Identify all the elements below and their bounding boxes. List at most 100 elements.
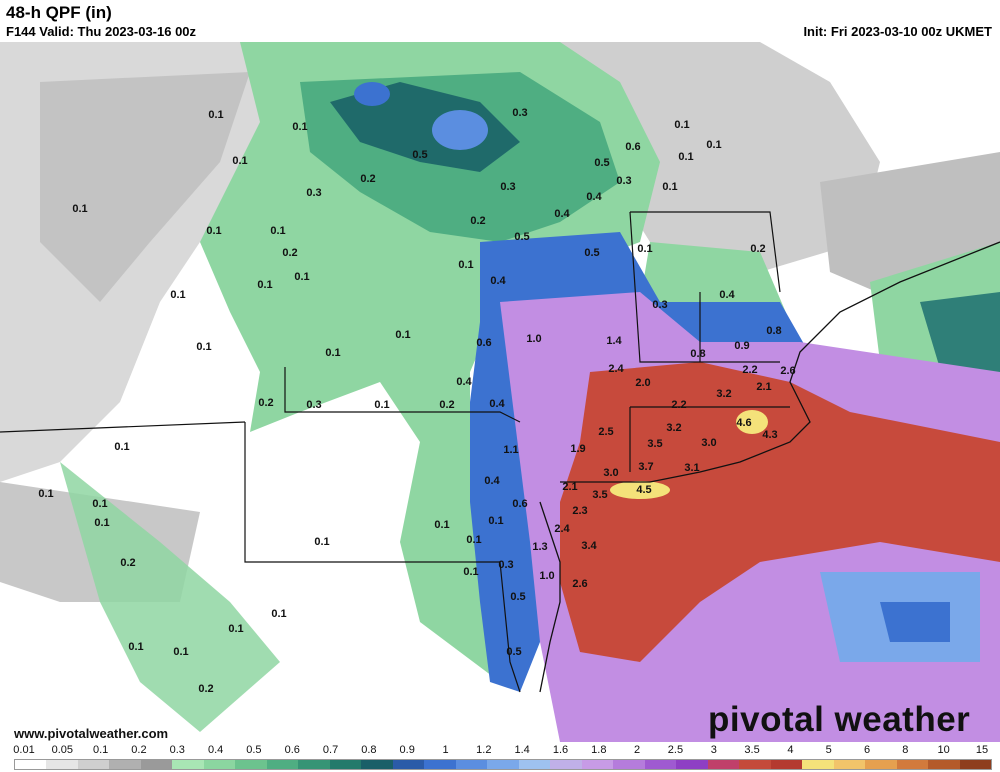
precip-value-label: 0.3 — [512, 107, 527, 119]
legend-swatch — [833, 760, 866, 769]
precip-value-label: 0.5 — [506, 646, 521, 658]
precip-value-label: 0.1 — [208, 109, 223, 121]
ny-pa-border — [284, 367, 521, 423]
heavy-precip-band — [560, 362, 1000, 662]
legend-tick-label: 1.4 — [514, 744, 530, 756]
legend-tick-label: 0.7 — [322, 744, 339, 756]
precip-value-label: 0.1 — [196, 341, 211, 353]
precip-value-label: 0.5 — [510, 591, 525, 603]
legend-swatch — [676, 760, 708, 769]
precip-value-label: 0.1 — [458, 259, 473, 271]
precip-value-label: 0.1 — [637, 243, 652, 255]
precip-value-label: 0.3 — [306, 187, 321, 199]
precip-value-label: 0.3 — [498, 559, 513, 571]
legend-tick-label: 4 — [787, 744, 794, 756]
legend-tick-label: 1 — [442, 744, 449, 756]
precip-value-label: 3.2 — [666, 422, 681, 434]
precip-value-label: 4.3 — [762, 429, 777, 441]
precip-value-label: 4.6 — [736, 417, 751, 429]
legend-tick-label: 0.05 — [51, 744, 74, 756]
vt-nh-border — [629, 211, 780, 363]
precip-value-label: 3.0 — [701, 437, 716, 449]
precip-value-label: 0.1 — [38, 488, 53, 500]
legend-tick-label: 0.2 — [131, 744, 147, 756]
pa-border — [244, 422, 500, 563]
precip-value-label: 0.1 — [271, 608, 286, 620]
precip-value-label: 0.5 — [584, 247, 599, 259]
legend-swatch — [518, 760, 551, 769]
precip-value-label: 0.4 — [490, 275, 506, 287]
precip-value-label: 0.1 — [374, 399, 389, 411]
precip-value-label: 3.5 — [592, 489, 607, 501]
precip-value-label: 0.6 — [512, 498, 527, 510]
precip-value-label: 0.2 — [360, 173, 375, 185]
precip-value-label: 0.1 — [678, 151, 693, 163]
precip-value-label: 0.9 — [734, 340, 749, 352]
legend-tick-label: 1.8 — [591, 744, 607, 756]
legend-tick-label: 10 — [937, 744, 950, 756]
precip-value-label: 0.2 — [750, 243, 765, 255]
legend-tick-label: 0.8 — [361, 744, 377, 756]
precip-value-label: 0.2 — [258, 397, 273, 409]
legend-tick-label: 0.5 — [246, 744, 262, 756]
legend-tick-label: 0.1 — [92, 744, 109, 756]
precip-value-label: 4.5 — [636, 484, 651, 496]
map-canvas: 0.1 0.1 0.1 0.3 0.5 0.5 0.6 0.1 0.1 0.1 0.3 0.3 0.4 0… — [0, 42, 1000, 742]
max-precip-massachusetts — [736, 410, 768, 434]
legend-tick-label: 6 — [863, 744, 871, 756]
blue-precip-cell-small — [354, 82, 390, 106]
precip-value-label: 0.4 — [719, 289, 735, 301]
de-border — [499, 561, 521, 693]
legend-swatch — [329, 760, 362, 769]
precip-value-label: 0.6 — [476, 337, 491, 349]
legend-tick-label: 0.4 — [207, 744, 224, 756]
precip-value-label: 1.9 — [570, 443, 585, 455]
precip-value-label: 0.1 — [173, 646, 188, 658]
offshore-precip-core — [880, 602, 950, 642]
precip-value-label: 0.2 — [282, 247, 297, 259]
precip-value-label: 3.4 — [581, 540, 597, 552]
precip-value-label: 3.0 — [603, 467, 618, 479]
legend-tick-label: 1.2 — [476, 744, 492, 756]
precip-value-label: 1.1 — [503, 444, 518, 456]
legend-swatch — [77, 760, 110, 769]
legend-swatch — [455, 760, 488, 769]
legend-tick-label: 3 — [710, 744, 717, 756]
precip-value-label: 2.0 — [635, 377, 650, 389]
legend-swatch — [739, 760, 771, 769]
precip-value-label: 0.1 — [463, 566, 478, 578]
max-precip-longisland — [610, 481, 670, 499]
site-url[interactable]: www.pivotalweather.com — [14, 726, 169, 741]
legend-swatch — [15, 760, 47, 769]
init-time: Init: Fri 2023-03-10 00z UKMET — [803, 24, 992, 39]
precip-value-label: 2.3 — [572, 505, 587, 517]
precip-value-label: 0.1 — [270, 225, 285, 237]
legend-tick-label: 15 — [975, 744, 989, 756]
precip-value-label: 0.1 — [488, 515, 503, 527]
precip-value-label: 0.3 — [616, 175, 631, 187]
legend-tick-label: 2.5 — [667, 744, 684, 756]
legend-swatch — [959, 760, 992, 769]
precip-value-label: 0.1 — [114, 441, 129, 453]
precip-value-label: 0.4 — [554, 208, 570, 220]
precip-value-label: 0.4 — [456, 376, 472, 388]
precip-value-label: 0.4 — [586, 191, 602, 203]
legend-tick-label: 0.6 — [284, 744, 300, 756]
nj-coastline — [539, 501, 561, 693]
legend-tick-label: 0.3 — [169, 744, 185, 756]
precip-value-label: 1.3 — [532, 541, 547, 553]
legend-tick-label: 0.01 — [13, 744, 35, 756]
legend-swatch — [361, 760, 393, 769]
legend-swatch — [928, 760, 960, 769]
legend-swatch — [707, 760, 740, 769]
precip-value-label: 0.1 — [206, 225, 221, 237]
precip-value-label: 0.3 — [652, 299, 667, 311]
precip-value-label: 0.1 — [434, 519, 449, 531]
precip-value-label: 0.1 — [72, 203, 87, 215]
legend-swatch — [172, 760, 204, 769]
precip-value-label: 0.1 — [257, 279, 272, 291]
precip-value-label: 0.1 — [92, 498, 107, 510]
precip-value-label: 0.3 — [306, 399, 321, 411]
precip-value-label: 2.1 — [756, 381, 771, 393]
precip-value-label: 0.1 — [395, 329, 410, 341]
